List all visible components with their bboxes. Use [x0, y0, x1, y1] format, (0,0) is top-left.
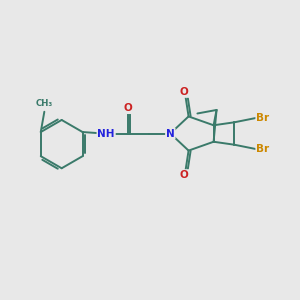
Text: O: O — [180, 170, 188, 180]
Text: Br: Br — [256, 144, 269, 154]
Text: Br: Br — [256, 113, 269, 123]
Text: NH: NH — [98, 128, 115, 139]
Text: O: O — [180, 87, 188, 97]
Text: O: O — [124, 103, 132, 113]
Text: CH₃: CH₃ — [36, 99, 53, 108]
Text: N: N — [166, 128, 175, 139]
